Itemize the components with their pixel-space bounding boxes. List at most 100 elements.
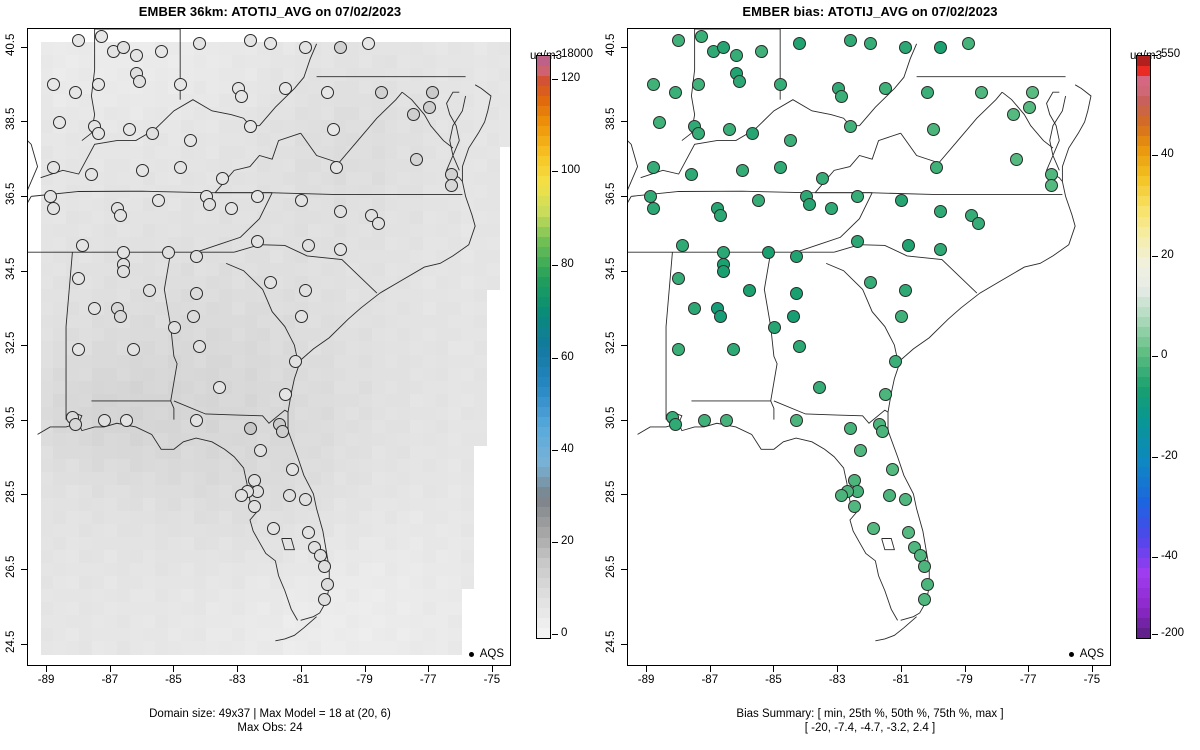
raster-cell	[66, 250, 80, 264]
raster-cell	[282, 94, 297, 108]
raster-cell	[40, 68, 55, 82]
model-caption-line1: Domain size: 49x37 | Max Model = 18 at (…	[149, 708, 391, 720]
raster-cell	[371, 237, 386, 251]
raster-cell	[40, 120, 55, 134]
colorbar-segment	[1137, 417, 1150, 428]
raster-cell	[308, 302, 322, 317]
raster-cell	[410, 198, 424, 212]
y-tick-mark	[621, 195, 627, 197]
raster-cell	[282, 185, 297, 199]
raster-cell	[168, 211, 182, 225]
raster-cell	[206, 341, 220, 356]
raster-cell	[231, 68, 246, 82]
raster-cell	[270, 172, 284, 186]
raster-cell	[320, 68, 335, 82]
monitor-site-marker	[847, 500, 861, 514]
raster-cell	[384, 211, 398, 225]
raster-cell	[448, 302, 462, 317]
raster-cell	[155, 159, 169, 173]
monitor-site-marker	[1006, 108, 1020, 122]
raster-cell	[40, 146, 55, 160]
x-tick-label: -79	[956, 674, 973, 686]
monitor-site-marker	[787, 309, 801, 323]
raster-cell	[53, 289, 67, 304]
raster-cell	[448, 237, 462, 251]
raster-cell	[371, 42, 386, 56]
colorbar-segment	[1137, 547, 1150, 558]
monitor-site-marker	[803, 197, 816, 211]
raster-cell	[461, 276, 475, 290]
raster-cell	[397, 276, 411, 290]
monitor-site-marker	[646, 201, 660, 215]
raster-cell	[78, 211, 93, 225]
raster-cell	[282, 146, 297, 160]
raster-cell	[422, 289, 437, 304]
colorbar-segment	[537, 607, 550, 618]
raster-cell	[384, 237, 398, 251]
raster-cell	[142, 68, 156, 82]
raster-cell	[53, 263, 67, 277]
raster-cell	[66, 55, 80, 69]
raster-cell	[142, 146, 156, 160]
raster-cell	[53, 302, 67, 317]
monitor-site-marker	[646, 78, 660, 92]
colorbar-segment	[537, 326, 550, 337]
raster-cell	[193, 224, 207, 238]
raster-cell	[473, 107, 488, 121]
raster-cell	[91, 94, 105, 108]
raster-cell	[219, 120, 233, 134]
raster-cell	[384, 81, 398, 95]
raster-cell	[168, 302, 182, 317]
bias-caption-line2: [ -20, -7.4, -4.7, -3.2, 2.4 ]	[804, 722, 936, 734]
raster-cell	[397, 94, 411, 108]
colorbar-segment	[537, 397, 550, 408]
raster-cell	[295, 81, 309, 95]
raster-cell	[180, 55, 195, 69]
raster-cell	[142, 341, 156, 356]
raster-cell	[244, 159, 258, 173]
raster-cell	[91, 341, 105, 356]
raster-cell	[231, 276, 246, 290]
raster-cell	[461, 224, 475, 238]
monitor-site-marker	[117, 265, 131, 278]
raster-cell	[78, 55, 93, 69]
raster-cell	[422, 68, 437, 82]
raster-cell	[78, 224, 93, 238]
raster-cell	[91, 185, 105, 199]
y-tick-mark	[621, 46, 627, 48]
x-tick-label: -87	[101, 674, 119, 686]
raster-cell	[180, 328, 195, 343]
bias-map-plot[interactable]: AQS	[627, 28, 1111, 666]
colorbar-segment	[1137, 397, 1150, 408]
raster-cell	[231, 302, 246, 317]
monitor-site-marker	[244, 119, 258, 133]
raster-cell	[104, 55, 118, 69]
raster-cell	[104, 146, 118, 160]
raster-cell	[473, 250, 488, 264]
colorbar-tick	[1152, 255, 1158, 257]
raster-cell	[435, 211, 449, 225]
raster-cell	[473, 211, 488, 225]
raster-cell	[410, 302, 424, 317]
raster-cell	[410, 211, 424, 225]
colorbar-tick-label: -200	[1161, 627, 1185, 640]
model-map-plot[interactable]: AQS	[27, 28, 511, 666]
raster-cell	[397, 211, 411, 225]
raster-cell	[91, 276, 105, 290]
x-tick-mark	[1028, 666, 1030, 672]
raster-cell	[461, 94, 475, 108]
raster-cell	[66, 198, 80, 212]
raster-cell	[333, 172, 347, 186]
raster-cell	[129, 328, 144, 343]
raster-cell	[410, 81, 424, 95]
colorbar-tick-label: 40	[561, 442, 574, 455]
raster-cell	[422, 328, 437, 343]
monitor-site-marker	[863, 276, 877, 290]
raster-cell	[461, 55, 475, 69]
raster-cell	[486, 55, 500, 69]
raster-cell	[346, 276, 360, 290]
raster-cell	[410, 328, 424, 343]
colorbar-segment	[537, 96, 550, 107]
raster-cell	[422, 133, 437, 147]
raster-cell	[422, 315, 437, 330]
